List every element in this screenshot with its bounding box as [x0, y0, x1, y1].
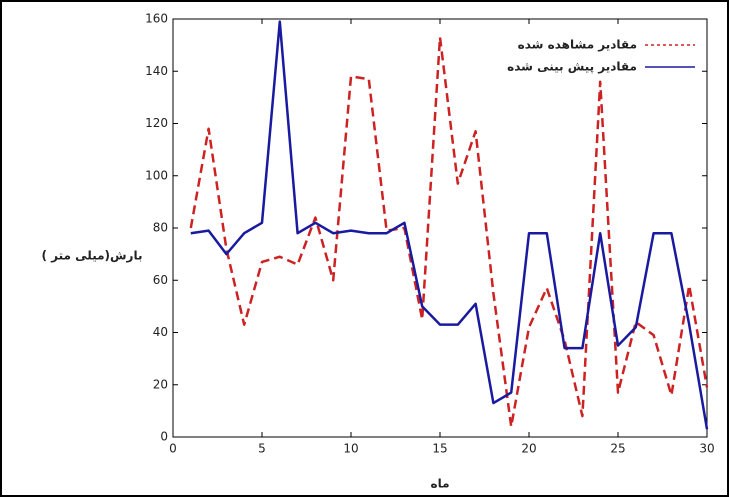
- x-tick-label: 5: [258, 442, 266, 456]
- data-line: [190, 20, 709, 430]
- y-axis-label: بارش(میلی متر ): [42, 249, 143, 263]
- data-line: [189, 36, 709, 428]
- x-tick-label: 20: [521, 442, 536, 456]
- x-tick-label: 15: [432, 442, 447, 456]
- y-tick-label: 0: [160, 430, 168, 444]
- y-tick-label: 60: [153, 273, 168, 287]
- y-tick-label: 20: [153, 377, 168, 391]
- y-tick-label: 100: [145, 168, 168, 182]
- y-tick-label: 160: [145, 12, 168, 26]
- y-tick-label: 120: [145, 116, 168, 130]
- y-tick-label: 140: [145, 64, 168, 78]
- legend-label: مقادیر پیش بینی شده: [507, 60, 637, 74]
- y-tick-label: 40: [153, 325, 168, 339]
- x-tick-label: 30: [699, 442, 714, 456]
- y-tick-label: 80: [153, 221, 168, 235]
- legend-label: مقادیر مشاهده شده: [518, 38, 637, 52]
- x-tick-label: 0: [169, 442, 177, 456]
- x-tick-label: 10: [343, 442, 358, 456]
- x-tick-label: 25: [610, 442, 625, 456]
- x-axis-label: ماه: [430, 477, 449, 491]
